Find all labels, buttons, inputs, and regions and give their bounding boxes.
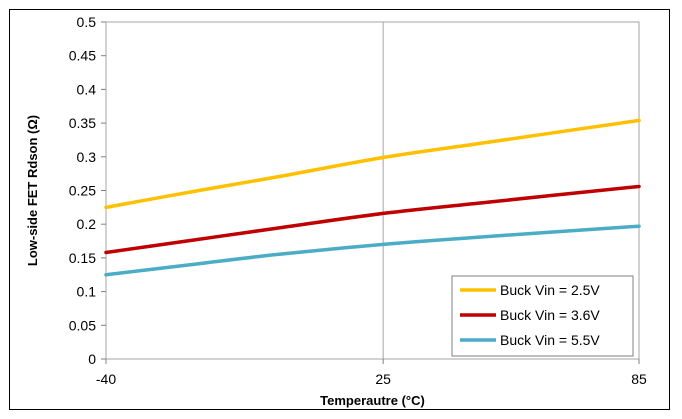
x-tick-label: 25 <box>375 371 391 387</box>
axis-layer: -40 25 85 0 0.05 0.1 0.15 0.2 0.25 0.3 0.35 0.4 0.45… <box>69 14 647 387</box>
series-line <box>104 118 641 210</box>
legend-label: Buck Vin = 5.5V <box>500 332 600 348</box>
x-axis-title: Temperautre (°C) <box>320 393 425 408</box>
y-tick-label: 0.3 <box>77 149 97 165</box>
series-layer <box>104 118 641 277</box>
y-tick-label: 0.2 <box>77 216 97 232</box>
y-tick-label: 0.4 <box>77 81 97 97</box>
x-tick-label: 85 <box>631 371 647 387</box>
legend: Buck Vin = 2.5V Buck Vin = 3.6V Buck Vin =… <box>451 275 634 357</box>
y-tick-label: 0.45 <box>69 48 96 64</box>
y-tick-label: 0.25 <box>69 183 96 199</box>
y-axis-title: Low-side FET Rdson (Ω) <box>25 115 40 266</box>
y-tick-label: 0 <box>88 351 96 367</box>
y-tick-label: 0.15 <box>69 250 96 266</box>
y-tick-label: 0.5 <box>77 14 97 30</box>
x-tick-label: -40 <box>96 371 116 387</box>
y-tick-label: 0.1 <box>77 284 97 300</box>
y-tick-label: 0.35 <box>69 115 96 131</box>
legend-label: Buck Vin = 3.6V <box>500 307 600 323</box>
legend-label: Buck Vin = 2.5V <box>500 282 600 298</box>
series-line <box>104 184 641 255</box>
y-tick-label: 0.05 <box>69 317 96 333</box>
series-line <box>104 224 641 277</box>
